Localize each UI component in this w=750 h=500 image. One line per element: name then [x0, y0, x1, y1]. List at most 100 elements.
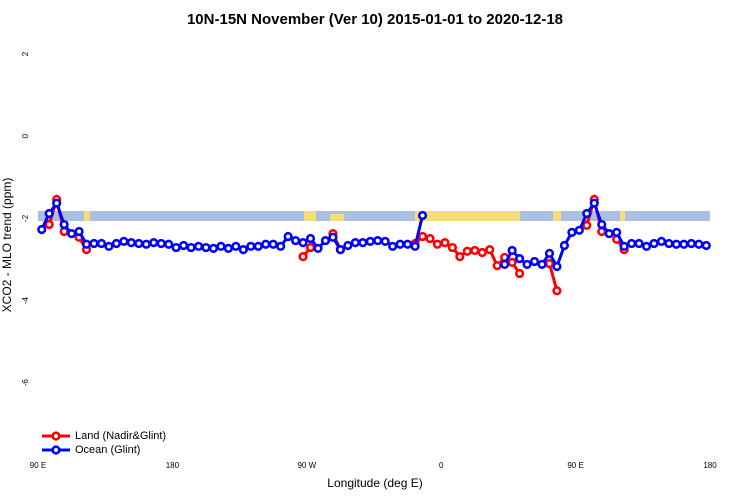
data-point	[216, 241, 226, 251]
data-point	[492, 261, 502, 271]
data-point	[612, 227, 622, 237]
land-patch	[84, 211, 90, 221]
legend-marker	[51, 431, 61, 441]
data-point	[291, 235, 301, 246]
data-point	[208, 243, 219, 253]
data-point	[37, 224, 47, 235]
data-point	[626, 238, 637, 249]
data-point	[388, 241, 398, 251]
series	[37, 198, 711, 272]
data-point	[537, 259, 547, 270]
data-point	[171, 242, 181, 253]
land-patch	[415, 211, 520, 221]
data-point	[141, 239, 151, 249]
x-tick-label: 90 E	[567, 461, 583, 470]
data-point	[552, 286, 562, 296]
data-point	[343, 240, 353, 251]
data-point	[701, 240, 711, 251]
legend-label: Ocean (Glint)	[75, 444, 140, 456]
data-point	[500, 259, 510, 270]
data-point	[59, 219, 69, 230]
data-point	[395, 239, 405, 249]
data-point	[96, 238, 107, 249]
data-point	[574, 225, 584, 235]
data-point	[358, 238, 368, 248]
data-point	[582, 220, 592, 230]
data-point	[44, 208, 54, 219]
x-tick-label: 90 E	[30, 461, 46, 470]
y-tick-label: -2	[21, 214, 30, 222]
data-point	[365, 236, 375, 246]
data-point	[261, 239, 271, 249]
y-tick-label: 2	[21, 51, 30, 56]
data-point	[193, 241, 204, 251]
data-point	[552, 261, 562, 272]
data-point	[134, 238, 144, 249]
data-point	[403, 239, 413, 249]
data-point	[81, 239, 92, 249]
data-point	[313, 243, 323, 253]
data-point	[589, 198, 599, 208]
land-patch	[620, 211, 625, 221]
data-point	[641, 241, 652, 251]
data-point	[514, 254, 525, 264]
data-point	[694, 239, 704, 249]
data-point	[149, 238, 159, 248]
data-point	[417, 210, 428, 221]
data-point	[455, 252, 465, 262]
data-point	[44, 219, 54, 230]
data-point	[544, 258, 555, 269]
data-point	[52, 198, 62, 208]
data-point	[507, 245, 517, 256]
data-point	[567, 227, 577, 237]
data-point	[679, 239, 689, 249]
data-point	[246, 241, 256, 251]
data-point	[686, 238, 696, 249]
data-point	[66, 228, 77, 239]
data-point	[126, 238, 136, 248]
data-point	[373, 235, 383, 246]
data-point	[447, 242, 458, 253]
data-point	[634, 238, 644, 249]
data-point	[559, 240, 570, 251]
data-point	[425, 233, 435, 244]
data-point	[477, 247, 487, 258]
data-point	[544, 248, 555, 258]
data-point	[111, 238, 121, 249]
data-point	[253, 241, 263, 251]
data-point	[604, 228, 614, 239]
land-patch	[330, 214, 344, 221]
data-point	[156, 238, 166, 249]
data-point	[656, 236, 667, 246]
chart-title: 10N-15N November (Ver 10) 2015-01-01 to …	[187, 11, 563, 28]
x-tick-label: 90 W	[297, 461, 316, 470]
data-point	[298, 238, 308, 248]
data-point	[305, 233, 316, 244]
data-point	[238, 245, 248, 255]
data-point	[298, 252, 308, 262]
x-tick-label: 0	[439, 461, 444, 470]
data-point	[305, 242, 316, 253]
data-point	[231, 241, 241, 251]
data-point	[410, 241, 420, 251]
data-point	[507, 257, 517, 267]
data-point	[89, 238, 99, 249]
legend-marker	[51, 445, 61, 455]
data-point	[432, 239, 443, 249]
data-point	[380, 236, 390, 246]
data-point	[268, 239, 278, 249]
data-point	[164, 239, 174, 249]
data-point	[649, 238, 659, 249]
x-tick-label: 180	[703, 461, 717, 470]
data-point	[619, 241, 629, 251]
y-axis-label: XCO2 - MLO trend (ppm)	[0, 178, 14, 313]
data-point	[582, 208, 592, 219]
data-point	[276, 241, 286, 251]
data-point	[529, 256, 540, 267]
data-point	[440, 238, 450, 248]
data-point	[119, 236, 129, 246]
legend: Land (Nadir&Glint) Ocean (Glint)	[42, 430, 166, 456]
data-point	[417, 231, 428, 242]
